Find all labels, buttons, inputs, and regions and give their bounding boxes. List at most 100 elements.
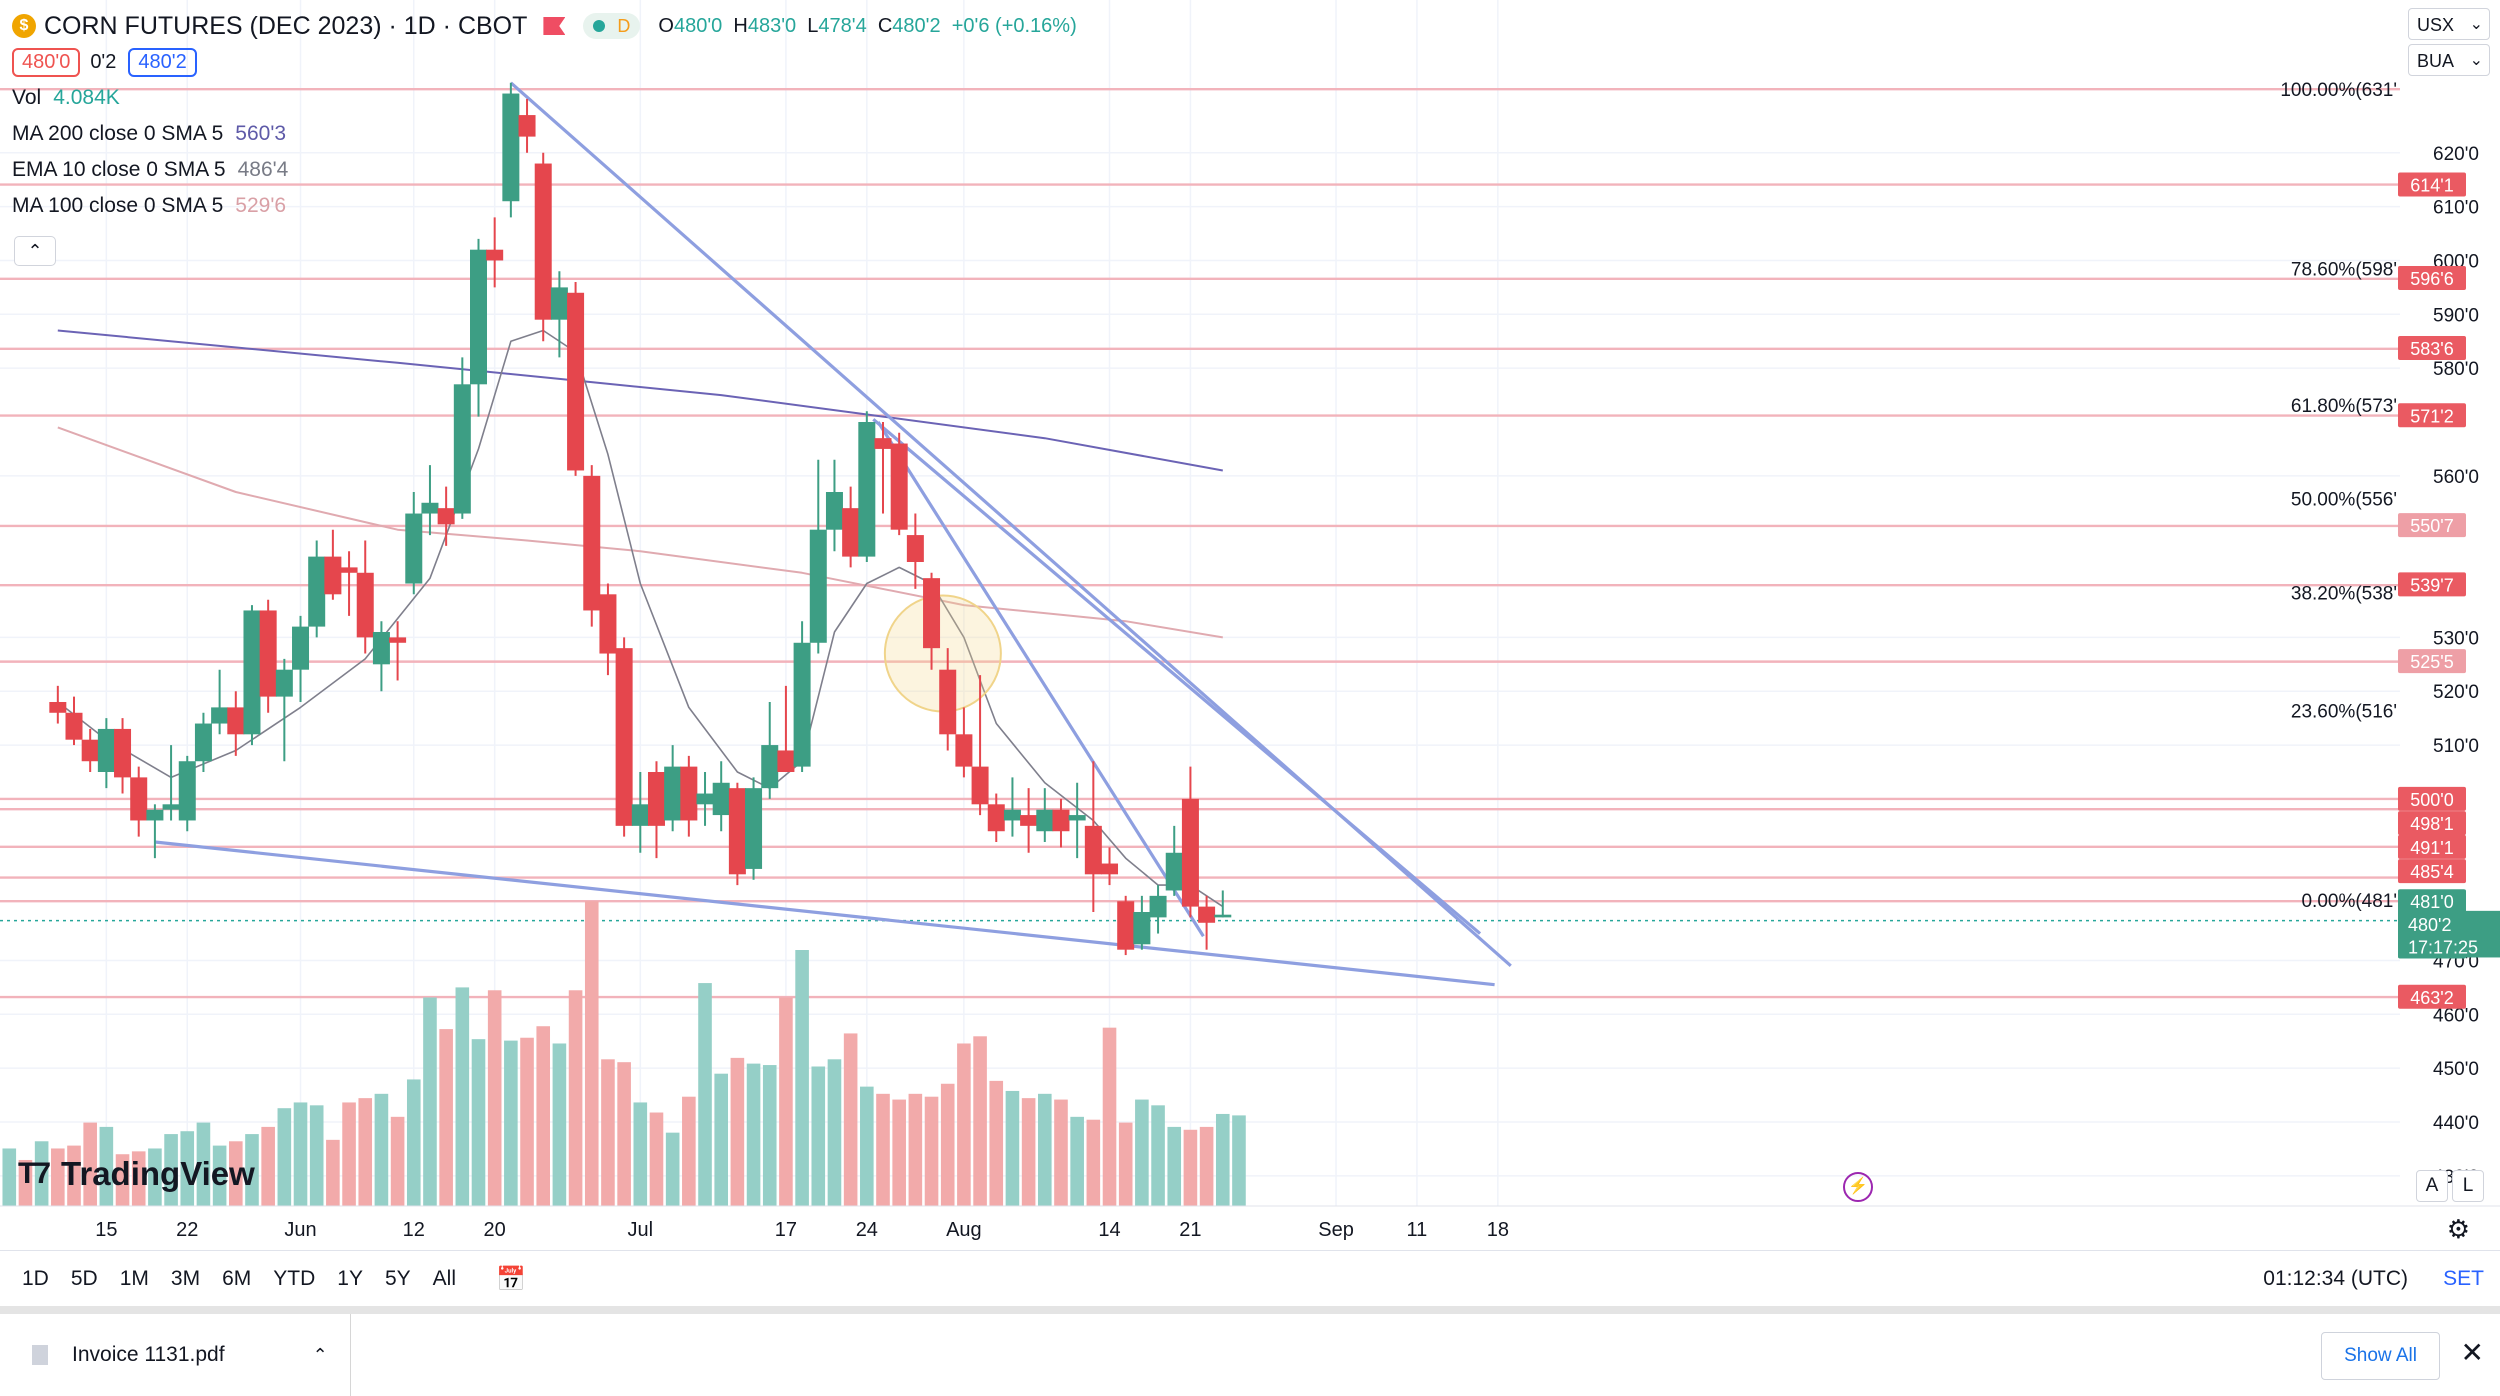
- price-label: 550'7: [2410, 516, 2453, 536]
- open-value: 480'0: [673, 14, 723, 37]
- candle: [567, 292, 585, 471]
- download-item[interactable]: Invoice 1131.pdf ⌃: [0, 1314, 351, 1396]
- time-tick: 24: [856, 1219, 878, 1241]
- indicator-ma200[interactable]: MA 200 close 0 SMA 5 560'3: [12, 122, 287, 145]
- trend-line: [876, 421, 1205, 938]
- time-tick: Jun: [284, 1219, 316, 1241]
- candle: [550, 287, 568, 320]
- sell-button[interactable]: 480'0: [12, 47, 81, 77]
- price-chart[interactable]: 100.00%(631' 78.60%(598' 61.80%(573' 50.00%…: [0, 0, 2500, 1250]
- candle: [599, 594, 617, 654]
- tradingview-logo[interactable]: T7 TradingView: [18, 1155, 255, 1193]
- price-label-bg: [2398, 265, 2466, 290]
- flag-icon[interactable]: [543, 17, 566, 35]
- indicator-ma100[interactable]: MA 100 close 0 SMA 5 529'6: [12, 194, 287, 217]
- range-5d[interactable]: 5D: [70, 1267, 98, 1290]
- candle: [1068, 815, 1086, 821]
- ema10-line: [57, 329, 1224, 908]
- downloads-bar: Invoice 1131.pdf ⌃ Show All ✕: [0, 1314, 2500, 1396]
- candle: [1117, 901, 1135, 950]
- candle: [194, 723, 212, 762]
- volume-bar: [795, 950, 809, 1206]
- volume-bar: [876, 1093, 890, 1206]
- candle: [97, 728, 115, 772]
- close-icon[interactable]: ✕: [2460, 1337, 2484, 1368]
- current-price-label: 17:17:25: [2408, 937, 2478, 957]
- candle: [874, 438, 892, 449]
- log-scale-button[interactable]: L: [2452, 1170, 2484, 1202]
- candle: [777, 750, 795, 772]
- range-3m[interactable]: 3M: [170, 1267, 201, 1290]
- candle: [372, 632, 390, 665]
- divider: [0, 1306, 2500, 1314]
- candle: [1181, 798, 1199, 907]
- time-tick: 12: [403, 1219, 425, 1241]
- volume-bar: [67, 1145, 81, 1206]
- volume-bar: [1151, 1105, 1165, 1206]
- range-all[interactable]: All: [432, 1267, 456, 1290]
- volume-bar: [358, 1098, 373, 1206]
- candle: [647, 772, 665, 826]
- symbol-row: $ CORN FUTURES (DEC 2023) · 1D · CBOT D …: [12, 8, 1077, 44]
- volume-bar: [51, 1148, 65, 1206]
- range-1y[interactable]: 1Y: [337, 1267, 363, 1290]
- pdf-file-icon: [32, 1345, 48, 1365]
- gear-icon[interactable]: ⚙: [2446, 1214, 2470, 1244]
- collapse-legend-button[interactable]: ⌃: [14, 236, 56, 266]
- volume-bar: [406, 1079, 421, 1206]
- current-price-label: 480'2: [2408, 915, 2451, 935]
- volume-bar: [504, 1040, 518, 1206]
- indicator-ema10[interactable]: EMA 10 close 0 SMA 5 486'4: [12, 158, 289, 181]
- volume-bar: [1118, 1122, 1133, 1206]
- lightning-icon[interactable]: ⚡: [1843, 1172, 1873, 1202]
- price-label-bg: [2398, 984, 2466, 1009]
- symbol-box-bua[interactable]: BUA ⌄: [2408, 44, 2490, 76]
- range-5y[interactable]: 5Y: [384, 1267, 411, 1290]
- trend-line: [872, 418, 1482, 935]
- calendar-icon[interactable]: 📅: [496, 1265, 526, 1293]
- candle: [227, 707, 245, 735]
- range-ytd[interactable]: YTD: [273, 1267, 316, 1290]
- utc-clock[interactable]: 01:12:34 (UTC): [2263, 1267, 2408, 1290]
- fib-labels: 100.00%(631' 78.60%(598' 61.80%(573' 50.00%…: [2280, 80, 2397, 912]
- buy-button[interactable]: 480'2: [128, 47, 197, 77]
- volume-bar: [633, 1102, 648, 1206]
- show-all-button[interactable]: Show All: [2321, 1332, 2440, 1380]
- indicator-vol[interactable]: Vol 4.084K: [12, 86, 120, 109]
- candle: [453, 384, 471, 514]
- symbol-box-usx[interactable]: USX ⌄: [2408, 8, 2490, 40]
- candle: [923, 578, 941, 649]
- fib-label: 50.00%(556': [2291, 489, 2397, 510]
- volume-bar: [843, 1033, 858, 1206]
- symbol-title[interactable]: CORN FUTURES (DEC 2023) · 1D · CBOT: [44, 11, 528, 40]
- price-label-bg: [2398, 649, 2466, 674]
- volume-bar: [180, 1131, 195, 1206]
- volume-bar: [326, 1139, 340, 1206]
- candle: [1036, 809, 1054, 832]
- price-tick: 440'0: [2433, 1113, 2479, 1134]
- price-label: 485'4: [2410, 862, 2453, 882]
- volume-bar: [99, 1126, 114, 1206]
- close-value: 480'2: [892, 14, 941, 37]
- bid-ask-row: 480'0 0'2 480'2: [12, 44, 1077, 80]
- moving-averages: [57, 329, 1224, 908]
- time-tick: 18: [1487, 1219, 1509, 1241]
- price-label: 525'5: [2410, 652, 2453, 672]
- range-1d[interactable]: 1D: [22, 1267, 49, 1290]
- range-1m[interactable]: 1M: [119, 1267, 149, 1290]
- time-tick: 14: [1098, 1219, 1120, 1241]
- candle: [890, 443, 908, 530]
- auto-scale-button[interactable]: A: [2416, 1170, 2448, 1202]
- candle: [793, 642, 811, 767]
- candle: [1214, 914, 1232, 918]
- time-tick: Aug: [946, 1219, 982, 1241]
- candle: [825, 492, 843, 530]
- candle: [987, 804, 1005, 832]
- price-label: 500'0: [2410, 790, 2453, 810]
- volume-bar: [293, 1102, 308, 1206]
- range-6m[interactable]: 6M: [222, 1267, 252, 1290]
- chevron-up-icon[interactable]: ⌃: [312, 1344, 328, 1365]
- volume-bar: [1005, 1090, 1020, 1206]
- session-set-button[interactable]: SET: [2443, 1267, 2484, 1290]
- candle: [906, 535, 924, 562]
